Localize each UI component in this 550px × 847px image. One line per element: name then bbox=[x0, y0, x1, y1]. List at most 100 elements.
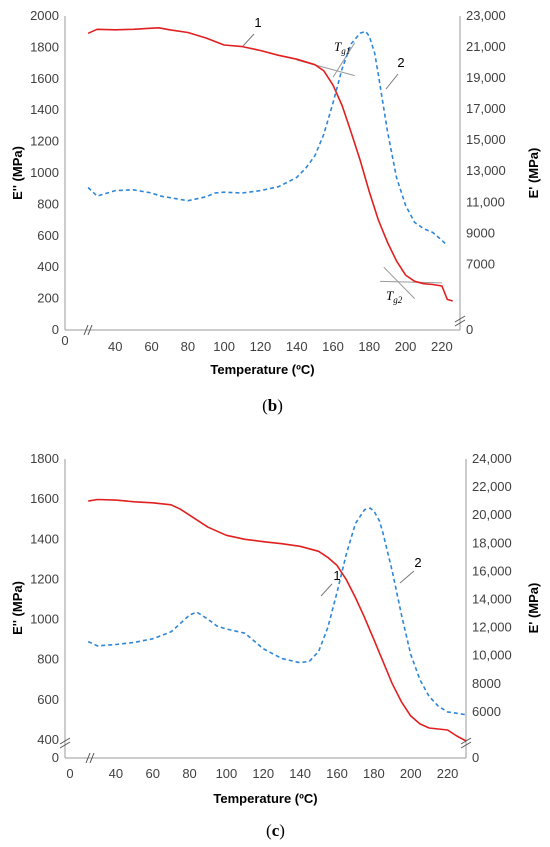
x-tick-label: 120 bbox=[250, 339, 272, 354]
y-left-tick-label: 1400 bbox=[30, 531, 59, 546]
y-right-tick-label: 15,000 bbox=[466, 132, 506, 147]
x-tick-label: 180 bbox=[363, 766, 385, 781]
x-axis-break-mark bbox=[87, 324, 93, 336]
curve-label: 2 bbox=[397, 55, 404, 70]
y-right-tick-label: 16,000 bbox=[472, 563, 512, 578]
y-left-tick-labels: 0 200 400 600 800 1000 1200 1400 1600 1800 2000 bbox=[30, 8, 59, 337]
x-origin-tick-label: 0 bbox=[61, 333, 68, 348]
y-right-tick-label: 13,000 bbox=[466, 163, 506, 178]
y-left-tick-label: 600 bbox=[37, 228, 59, 243]
y-left-tick-label: 600 bbox=[37, 692, 59, 707]
panel-label: (c) bbox=[266, 821, 285, 840]
y-right-tick-label: 8000 bbox=[472, 676, 501, 691]
y-left-tick-label: 1400 bbox=[30, 102, 59, 117]
y-left-tick-label: 2000 bbox=[30, 8, 59, 23]
y-left-tick-label: 1200 bbox=[30, 571, 59, 586]
curve-label: 1 bbox=[333, 568, 340, 583]
y-right-tick-label: 17,000 bbox=[466, 101, 506, 116]
curve-label-leader bbox=[320, 583, 333, 597]
x-tick-label: 80 bbox=[181, 339, 195, 354]
panel-label: (b) bbox=[262, 396, 283, 415]
series-line-2-storage-modulus bbox=[87, 507, 467, 716]
x-tick-label: 200 bbox=[400, 766, 422, 781]
x-axis-title: Temperature (ºC) bbox=[210, 362, 314, 377]
x-tick-label: 140 bbox=[286, 339, 308, 354]
y-right-tick-label: 19,000 bbox=[466, 70, 506, 85]
series-line-1-loss-modulus bbox=[87, 26, 453, 302]
y-right-tick-label: 20,000 bbox=[472, 507, 512, 522]
x-tick-label: 180 bbox=[358, 339, 380, 354]
x-tick-label: 140 bbox=[289, 766, 311, 781]
tangent-line bbox=[332, 42, 356, 78]
y-right-tick-labels: 0 6000 8000 10,000 12,000 14,000 16,000 18,000 2… bbox=[472, 451, 512, 765]
tangent-line bbox=[383, 266, 415, 299]
x-origin-tick-label: 0 bbox=[66, 766, 73, 781]
curve-label: 2 bbox=[414, 555, 421, 570]
x-tick-label: 60 bbox=[145, 766, 159, 781]
y-left-tick-label: 1600 bbox=[30, 491, 59, 506]
y-right-tick-label: 10,000 bbox=[472, 648, 512, 663]
y-right-tick-label: 7000 bbox=[466, 256, 495, 271]
y-left-tick-label: 200 bbox=[37, 291, 59, 306]
x-axis-break-mark bbox=[89, 752, 95, 764]
y-left-tick-label: 400 bbox=[37, 259, 59, 274]
x-tick-labels: 40 60 80 100 120 140 160 180 200 220 0 bbox=[66, 766, 458, 781]
y-right-tick-label: 18,000 bbox=[472, 535, 512, 550]
x-axis-title: Temperature (ºC) bbox=[213, 791, 317, 806]
y-right-tick-label: 12,000 bbox=[472, 620, 512, 635]
y-right-tick-label: 23,000 bbox=[466, 8, 506, 23]
x-tick-label: 220 bbox=[437, 766, 459, 781]
y-right-tick-labels: 0 7000 9000 11,000 13,000 15,000 17,000 19,000 2… bbox=[466, 8, 506, 337]
x-tick-label: 120 bbox=[252, 766, 274, 781]
y-right-tick-label: 9000 bbox=[466, 225, 495, 240]
tg2-label: Tg2 bbox=[386, 288, 403, 305]
x-tick-label: 100 bbox=[216, 766, 238, 781]
y-left-tick-labels: 0 400 600 800 1000 1200 1400 1600 1800 bbox=[30, 451, 59, 765]
tangent-line bbox=[380, 280, 442, 284]
x-tick-label: 220 bbox=[431, 339, 453, 354]
x-tick-label: 160 bbox=[326, 766, 348, 781]
y-axis-right-break-mark bbox=[454, 319, 466, 327]
y-right-tick-label: 11,000 bbox=[466, 194, 505, 209]
series-line-1-loss-modulus bbox=[88, 498, 467, 742]
tg1-label: Tg1 bbox=[334, 39, 350, 56]
x-tick-label: 160 bbox=[322, 339, 344, 354]
y-axis-right-break-mark bbox=[460, 741, 472, 749]
y-right-axis-title: E' (MPa) bbox=[526, 148, 541, 199]
y-left-tick-label: 1800 bbox=[30, 39, 59, 54]
y-right-tick-label: 14,000 bbox=[472, 592, 512, 607]
y-right-tick-label: 0 bbox=[472, 750, 479, 765]
y-left-tick-label: 1600 bbox=[30, 71, 59, 86]
y-left-tick-label: 1200 bbox=[30, 134, 59, 149]
x-tick-label: 60 bbox=[144, 339, 158, 354]
chart-panel-c: 40 60 80 100 120 140 160 180 200 2200040060080010… bbox=[10, 451, 541, 840]
y-left-tick-label: 0 bbox=[52, 750, 59, 765]
y-right-axis-title: E' (MPa) bbox=[526, 583, 541, 634]
x-tick-label: 40 bbox=[109, 766, 123, 781]
y-left-tick-label: 0 bbox=[52, 322, 59, 337]
y-left-axis-title: E'' (MPa) bbox=[10, 146, 25, 200]
curve-label-leader bbox=[385, 73, 399, 90]
axes bbox=[64, 16, 466, 336]
y-left-tick-label: 1000 bbox=[30, 165, 59, 180]
y-right-tick-label: 0 bbox=[466, 322, 473, 337]
chart-panel-b: 40 60 80 100 120 140 160 180 200 2200020040060080… bbox=[10, 8, 541, 415]
y-left-tick-label: 1800 bbox=[30, 451, 59, 466]
y-left-tick-label: 800 bbox=[37, 196, 59, 211]
y-axis-left-break-mark bbox=[59, 737, 71, 745]
curve-label-leader bbox=[242, 33, 255, 47]
y-axis-left-break-mark bbox=[59, 741, 71, 749]
x-axis-break-mark bbox=[85, 752, 91, 764]
y-left-tick-label: 800 bbox=[37, 652, 59, 667]
x-tick-label: 80 bbox=[182, 766, 196, 781]
y-axis-right-break-mark bbox=[454, 315, 466, 323]
y-left-axis-title: E'' (MPa) bbox=[10, 581, 25, 635]
x-tick-labels: 40 60 80 100 120 140 160 180 200 220 0 bbox=[61, 333, 452, 354]
y-right-tick-label: 6000 bbox=[472, 704, 501, 719]
axes bbox=[59, 459, 472, 764]
x-tick-label: 200 bbox=[395, 339, 417, 354]
x-tick-label: 100 bbox=[213, 339, 235, 354]
curve-label: 1 bbox=[254, 15, 261, 30]
x-tick-label: 40 bbox=[108, 339, 122, 354]
